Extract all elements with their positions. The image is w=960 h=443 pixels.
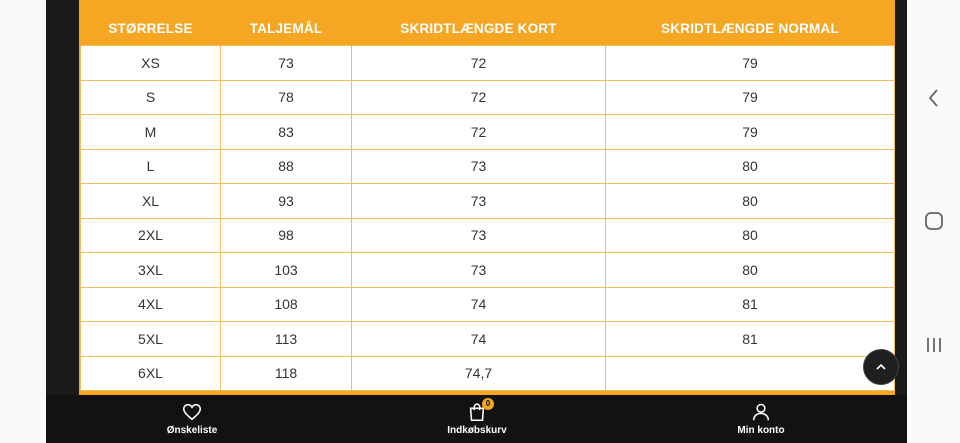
header-waist: TALJEMÅL — [220, 11, 352, 46]
cell-inseam-normal: 79 — [605, 79, 895, 115]
table-header-row: STØRRELSE TALJEMÅL SKRIDTLÆNGDE KORT SKR… — [80, 11, 895, 46]
recents-icon — [927, 338, 941, 352]
left-margin — [0, 0, 46, 443]
cell-waist: 93 — [220, 183, 352, 219]
header-size: STØRRELSE — [80, 11, 221, 46]
cart-count-badge: 0 — [482, 398, 494, 410]
table-row: S 78 72 79 — [80, 79, 895, 115]
cell-size: XL — [80, 183, 221, 219]
cell-size: 5XL — [80, 321, 221, 357]
cell-waist: 103 — [220, 252, 352, 288]
cell-waist: 98 — [220, 217, 352, 253]
cell-size: 2XL — [80, 217, 221, 253]
cell-inseam-short: 72 — [351, 79, 606, 115]
cell-waist: 113 — [220, 321, 352, 357]
user-icon — [750, 401, 772, 423]
table-row: 5XL 113 74 81 — [80, 321, 895, 357]
table-row: XS 73 72 79 — [80, 45, 895, 81]
cell-waist: 78 — [220, 79, 352, 115]
scroll-to-top-button[interactable] — [863, 349, 899, 385]
cell-inseam-short: 72 — [351, 114, 606, 150]
phone-screen: STØRRELSE TALJEMÅL SKRIDTLÆNGDE KORT SKR… — [46, 0, 907, 443]
cell-waist: 88 — [220, 148, 352, 184]
table-row: 4XL 108 74 81 — [80, 286, 895, 322]
cell-size: 4XL — [80, 286, 221, 322]
table-row: M 83 72 79 — [80, 114, 895, 150]
cell-size: 6XL — [80, 355, 221, 391]
nav-cart[interactable]: 0 Indkøbskurv — [397, 395, 557, 443]
chevron-up-icon — [876, 363, 886, 370]
cell-inseam-normal: 80 — [605, 148, 895, 184]
back-icon — [928, 89, 938, 107]
cell-waist: 108 — [220, 286, 352, 322]
table-row: 6XL 118 74,7 — [80, 355, 895, 391]
cell-inseam-short: 73 — [351, 217, 606, 253]
cell-inseam-short: 74 — [351, 321, 606, 357]
cell-size: XS — [80, 45, 221, 81]
cell-inseam-short: 73 — [351, 183, 606, 219]
system-nav-bar — [907, 0, 960, 443]
cell-inseam-short: 74,7 — [351, 355, 606, 391]
cell-inseam-normal: 80 — [605, 217, 895, 253]
nav-wishlist[interactable]: Ønskeliste — [112, 395, 272, 443]
cell-inseam-normal — [605, 355, 895, 391]
system-back-button[interactable] — [922, 86, 946, 110]
home-icon — [925, 212, 943, 230]
bottom-nav: Ønskeliste 0 Indkøbskurv Min konto — [46, 395, 907, 443]
cell-size: 3XL — [80, 252, 221, 288]
table-row: 2XL 98 73 80 — [80, 217, 895, 253]
system-recents-button[interactable] — [922, 333, 946, 357]
cell-inseam-normal: 80 — [605, 252, 895, 288]
cell-waist: 83 — [220, 114, 352, 150]
cell-inseam-normal: 81 — [605, 286, 895, 322]
cell-inseam-normal: 79 — [605, 45, 895, 81]
table-row: XL 93 73 80 — [80, 183, 895, 219]
cell-inseam-normal: 79 — [605, 114, 895, 150]
header-inseam-normal: SKRIDTLÆNGDE NORMAL — [605, 11, 895, 46]
cell-size: S — [80, 79, 221, 115]
cell-inseam-normal: 81 — [605, 321, 895, 357]
nav-account[interactable]: Min konto — [681, 395, 841, 443]
cell-inseam-short: 73 — [351, 252, 606, 288]
size-chart-container: STØRRELSE TALJEMÅL SKRIDTLÆNGDE KORT SKR… — [79, 0, 895, 395]
heart-icon — [181, 401, 203, 423]
system-home-button[interactable] — [922, 209, 946, 233]
header-inseam-short: SKRIDTLÆNGDE KORT — [351, 11, 606, 46]
nav-wishlist-label: Ønskeliste — [166, 425, 218, 436]
cell-inseam-short: 73 — [351, 148, 606, 184]
shopping-bag-icon: 0 — [466, 398, 494, 423]
size-chart-table: STØRRELSE TALJEMÅL SKRIDTLÆNGDE KORT SKR… — [80, 11, 895, 391]
nav-cart-label: Indkøbskurv — [447, 425, 507, 436]
cell-waist: 118 — [220, 355, 352, 391]
nav-account-label: Min konto — [737, 425, 785, 436]
cell-inseam-short: 72 — [351, 45, 606, 81]
cell-size: L — [80, 148, 221, 184]
table-row: L 88 73 80 — [80, 148, 895, 184]
cell-inseam-normal: 80 — [605, 183, 895, 219]
table-row: 3XL 103 73 80 — [80, 252, 895, 288]
cell-size: M — [80, 114, 221, 150]
cell-waist: 73 — [220, 45, 352, 81]
cell-inseam-short: 74 — [351, 286, 606, 322]
